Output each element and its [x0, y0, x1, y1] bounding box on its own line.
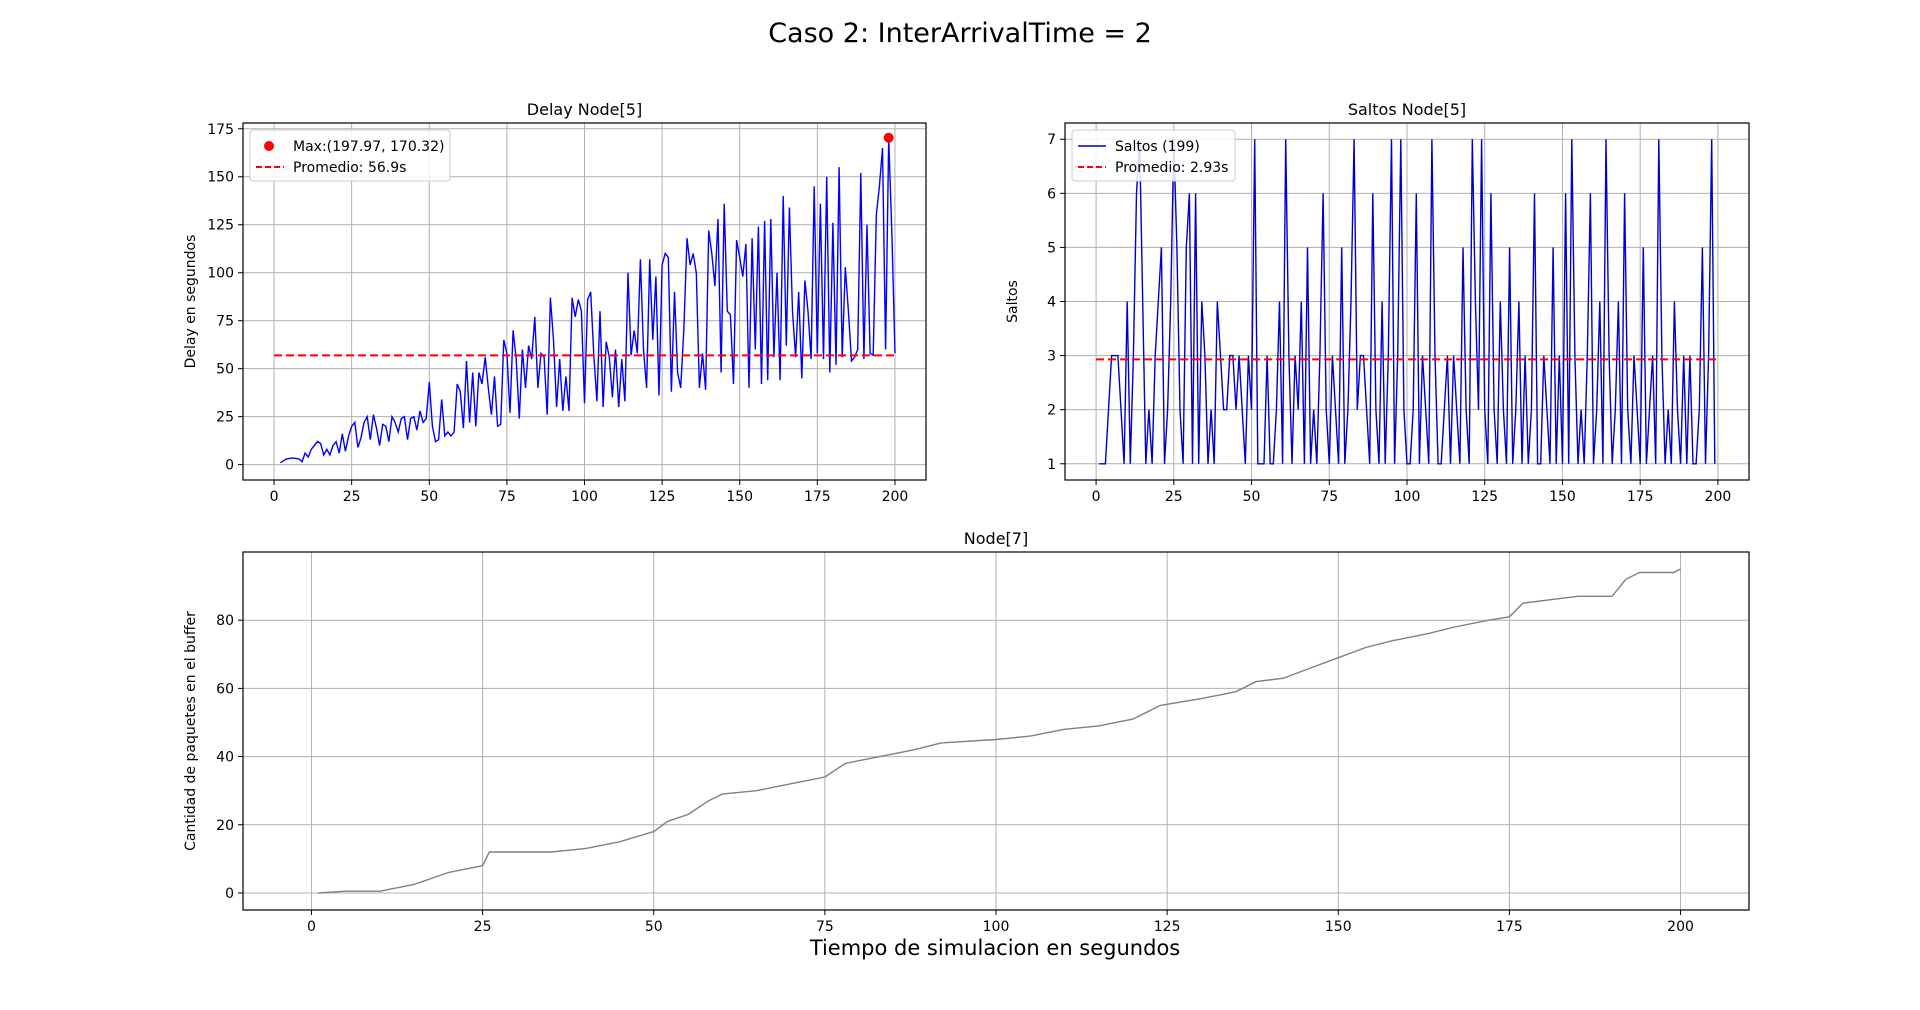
buffer-xtick-label: 175 [1496, 919, 1523, 935]
buffer-xtick-label: 100 [983, 919, 1010, 935]
buffer-ytick-label: 40 [216, 750, 234, 766]
delay-ytick-label: 0 [225, 458, 234, 474]
saltos-ytick-label: 2 [1047, 403, 1056, 419]
figure-suptitle: Caso 2: InterArrivalTime = 2 [768, 18, 1152, 49]
buffer-ytick-label: 80 [216, 613, 234, 629]
delay-series-0-line [279, 138, 896, 464]
buffer-ytick-label: 0 [225, 886, 234, 902]
delay-legend-box [249, 129, 451, 182]
delay-xtick-label: 0 [270, 489, 279, 505]
buffer-ytick-label: 60 [216, 681, 234, 697]
delay-ylabel: Delay en segundos [183, 235, 199, 369]
buffer-xtick-label: 75 [816, 919, 834, 935]
saltos-xtick-label: 200 [1705, 489, 1732, 505]
buffer-xtick-label: 125 [1154, 919, 1181, 935]
saltos-ylabel: Saltos [1005, 280, 1021, 323]
delay-xtick-label: 125 [649, 489, 676, 505]
saltos-chart-title: Saltos Node[5] [1348, 100, 1466, 119]
saltos-xtick-label: 25 [1165, 489, 1183, 505]
delay-xtick-label: 175 [804, 489, 831, 505]
saltos-ytick-label: 1 [1047, 457, 1056, 473]
buffer-series-0-line [318, 568, 1681, 894]
delay-ytick-label: 25 [216, 410, 234, 426]
saltos-legend-box [1071, 129, 1236, 182]
saltos-series-0-line [1099, 139, 1716, 465]
saltos-xtick-label: 50 [1243, 489, 1261, 505]
saltos-ytick-label: 6 [1047, 186, 1056, 202]
saltos-xtick-label: 0 [1092, 489, 1101, 505]
saltos-ytick-label: 7 [1047, 132, 1056, 148]
saltos-legend-label: Saltos (199) [1115, 139, 1200, 155]
buffer-chart-title: Node[7] [964, 529, 1028, 548]
delay-ytick-label: 150 [207, 170, 234, 186]
buffer-chart: 0 25 50 75 100 125 150 175 200 0 20 40 60 80 Node[7] Ca… [183, 529, 1750, 935]
saltos-chart: 0 25 50 75 100 125 150 175 200 1 2 3 4 5 6 7 Saltos Node… [1005, 100, 1750, 505]
figure-shared-xlabel: Tiempo de simulacion en segundos [809, 936, 1180, 960]
delay-xtick-label: 50 [420, 489, 438, 505]
delay-xtick-label: 75 [498, 489, 516, 505]
delay-ytick-label: 75 [216, 314, 234, 330]
saltos-ytick-label: 4 [1047, 295, 1056, 311]
delay-ytick-label: 125 [207, 218, 234, 234]
saltos-ytick-label: 5 [1047, 240, 1056, 256]
buffer-xtick-label: 25 [474, 919, 492, 935]
delay-xtick-label: 25 [343, 489, 361, 505]
buffer-xtick-label: 0 [307, 919, 316, 935]
delay-legend-dot-marker [264, 141, 274, 151]
saltos-legend-label: Promedio: 2.93s [1115, 160, 1228, 176]
delay-legend-label: Promedio: 56.9s [293, 160, 406, 176]
buffer-xtick-label: 50 [645, 919, 663, 935]
saltos-xtick-label: 100 [1394, 489, 1421, 505]
delay-chart-title: Delay Node[5] [527, 100, 642, 119]
buffer-ytick-label: 20 [216, 818, 234, 834]
delay-ytick-label: 175 [207, 122, 234, 138]
buffer-xtick-label: 150 [1325, 919, 1352, 935]
buffer-xtick-label: 200 [1667, 919, 1694, 935]
saltos-xtick-label: 125 [1471, 489, 1498, 505]
delay-xtick-label: 100 [571, 489, 598, 505]
delay-chart: 0 25 50 75 100 125 150 175 200 0 25 50 75 100 125 150 17… [183, 100, 927, 505]
delay-ytick-label: 100 [207, 266, 234, 282]
buffer-ylabel: Cantidad de paquetes en el buffer [183, 611, 199, 851]
delay-xtick-label: 200 [882, 489, 909, 505]
delay-ytick-label: 50 [216, 362, 234, 378]
delay-xtick-label: 150 [726, 489, 753, 505]
saltos-ytick-label: 3 [1047, 349, 1056, 365]
saltos-xtick-label: 175 [1627, 489, 1654, 505]
saltos-xtick-label: 150 [1549, 489, 1576, 505]
saltos-xtick-label: 75 [1320, 489, 1338, 505]
delay-max-point [883, 132, 894, 143]
delay-legend-label: Max:(197.97, 170.32) [293, 139, 444, 155]
